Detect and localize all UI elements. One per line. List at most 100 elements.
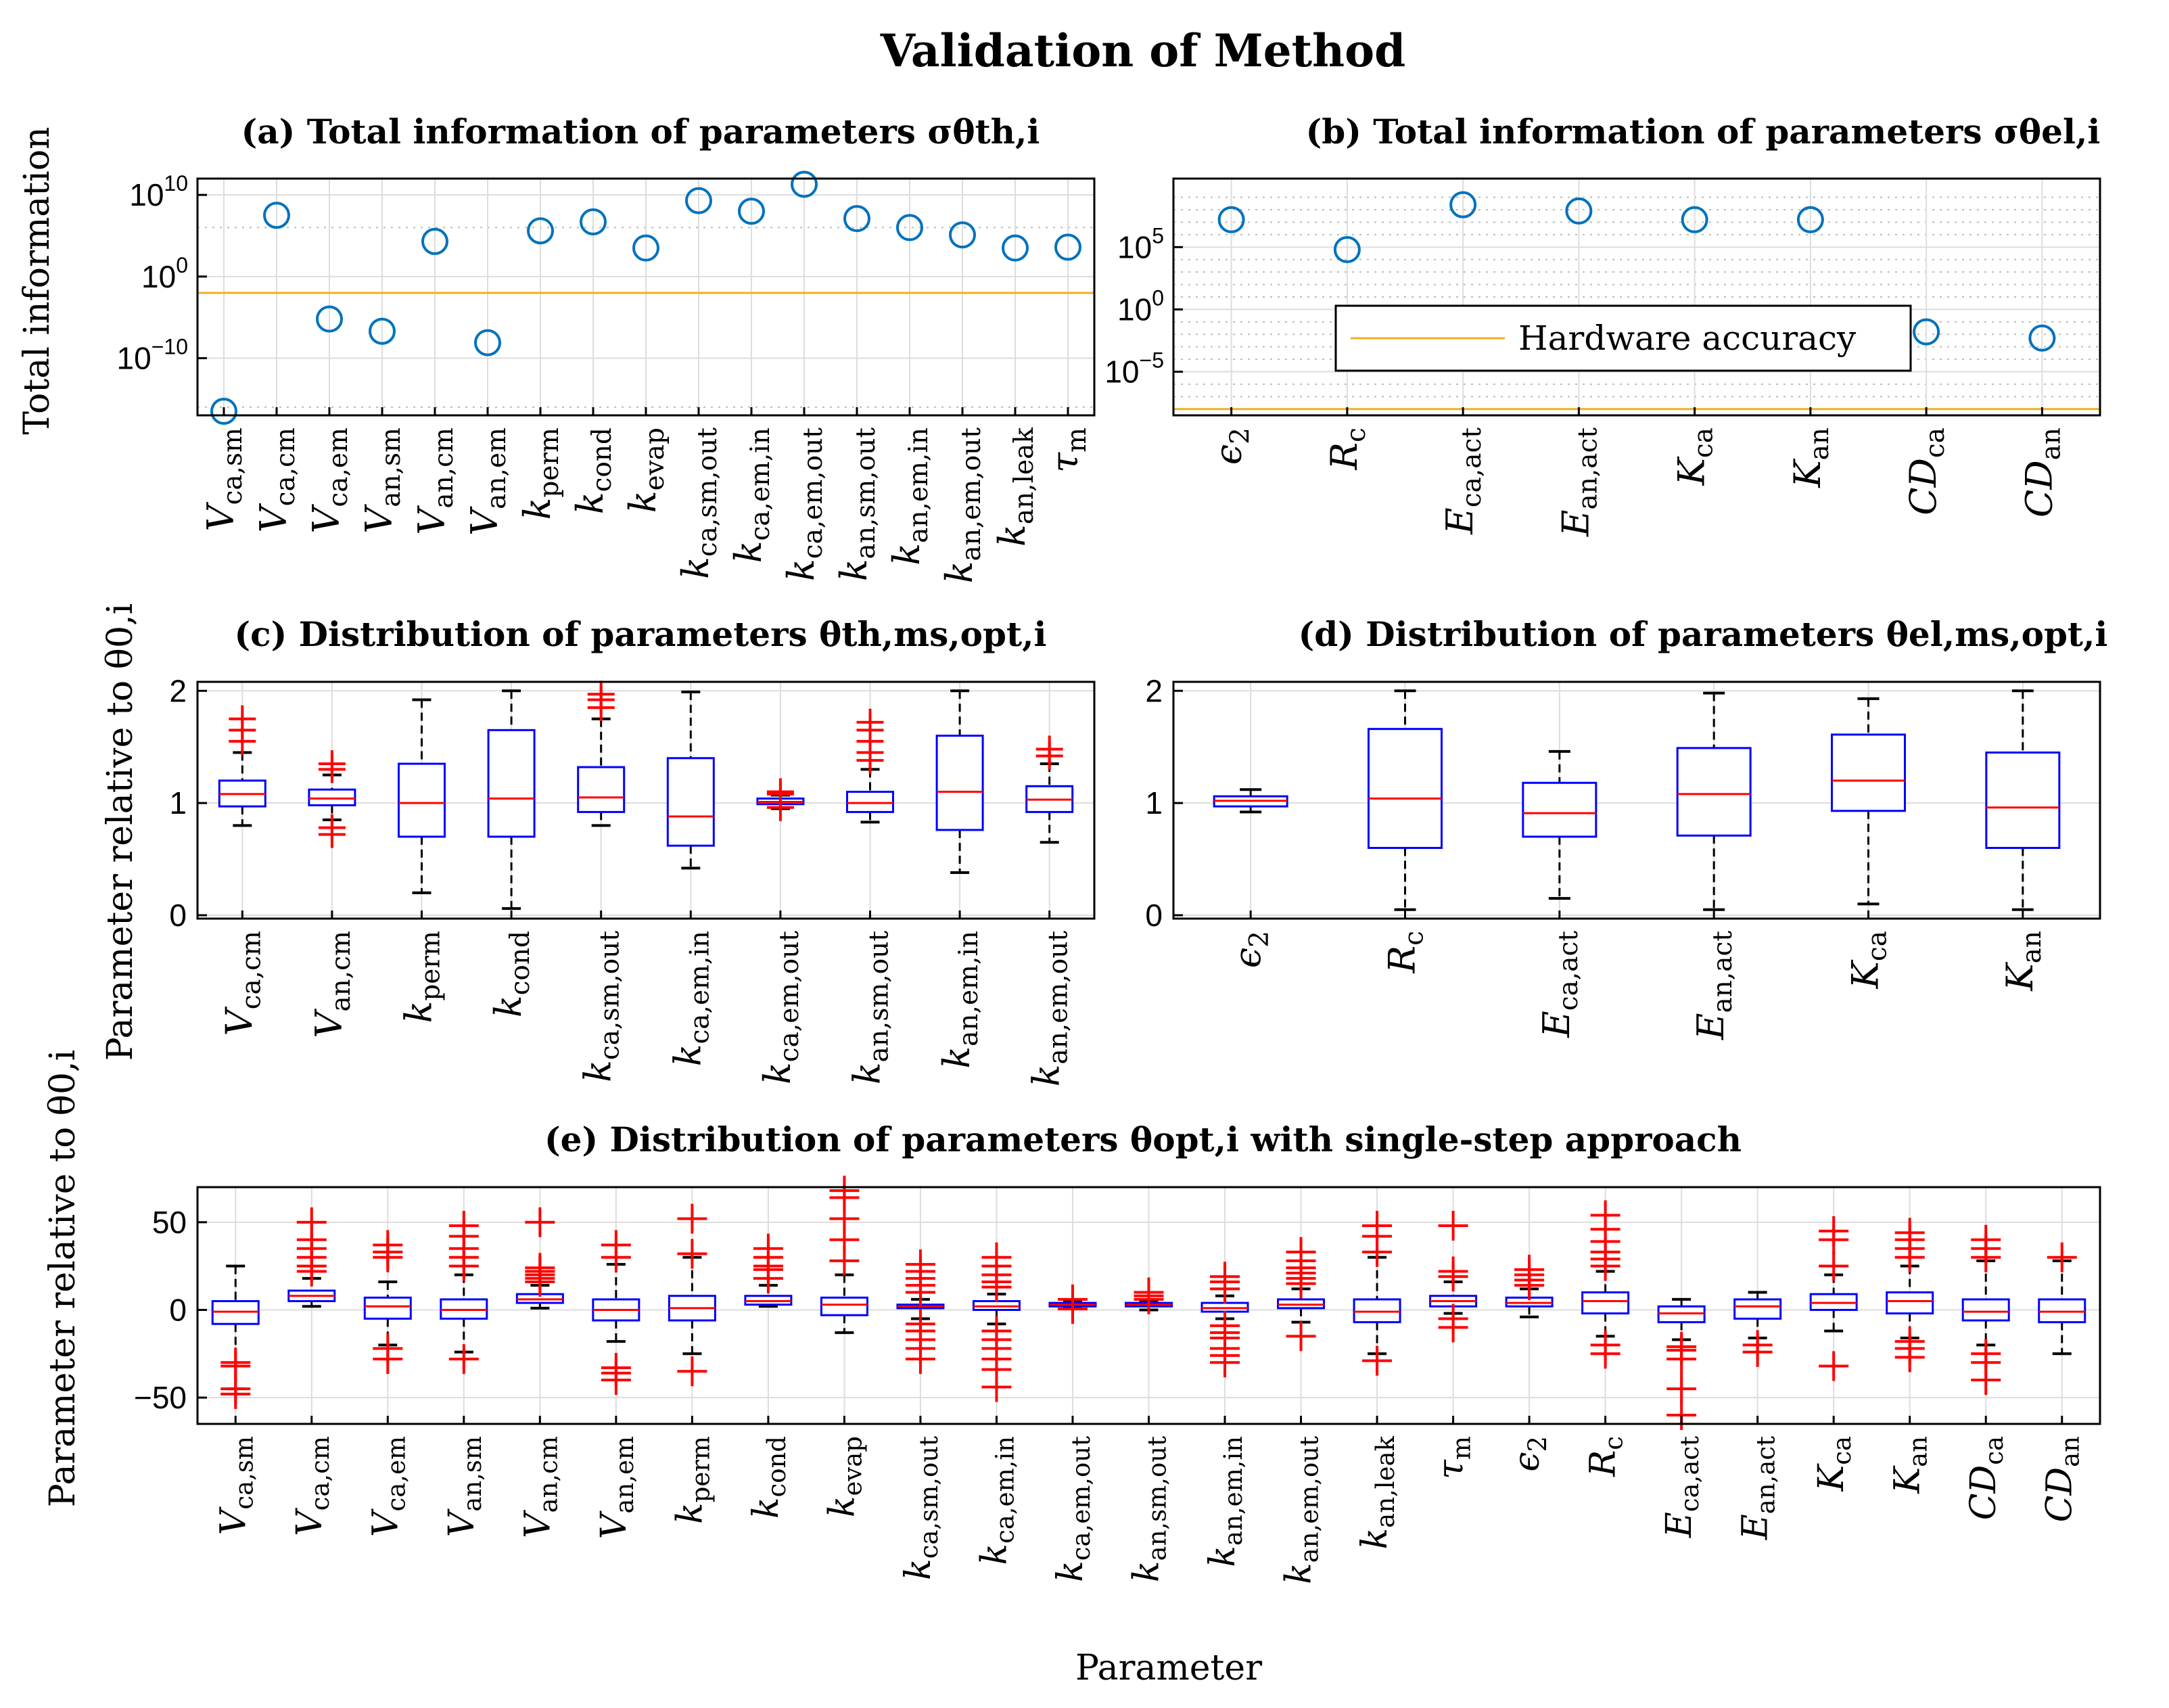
chart-a-marker-3 [369, 317, 396, 345]
chart-e-xtick-9-text: kca,sm,out [898, 1436, 943, 1580]
chart-a-xtick-12-text: kan,sm,out [833, 428, 881, 581]
chart-e-xtick-19: Eca,act [1659, 1436, 1704, 1538]
chart-e-outlier-8-4 [829, 1176, 860, 1206]
chart-e-outlier-13-8 [1210, 1262, 1240, 1292]
chart-b-xtick-4: Kca [1671, 428, 1719, 486]
chart-a-xtick-15-text: kan,leak [991, 428, 1040, 547]
chart-e-xtick-8-text: kevap [822, 1436, 867, 1517]
chart-e-outlier-23-5 [1971, 1224, 2001, 1255]
chart-d-xtick-5-text: Kan [1999, 931, 2047, 992]
chart-d-xtick-3-text: Ean,act [1689, 931, 1738, 1040]
chart-e-outlier-21-0 [1819, 1351, 1849, 1381]
chart-e-box-20 [1733, 1298, 1782, 1320]
chart-c-outlier-7-4 [856, 708, 884, 736]
chart-e-xtick-18: Rc [1583, 1436, 1629, 1477]
chart-e-xtick-2-text: Vca,em [365, 1436, 411, 1537]
chart-a-xtick-4: Van,cm [411, 428, 459, 535]
chart-c-xtick-3-text: kcond [487, 931, 536, 1017]
chart-b-xtick-2: Eca,act [1439, 428, 1487, 535]
chart-c-outlier-6-2 [766, 778, 794, 806]
chart-c-xtick-5-text: kca,em,in [666, 931, 715, 1066]
chart-c-xtick-2-text: kperm [398, 931, 446, 1023]
chart-a-marker-5 [474, 329, 501, 356]
chart-e-xtick-2: Vca,em [365, 1436, 411, 1537]
chart-e-outlier-16-3 [1438, 1256, 1468, 1287]
chart-e-xtick-20-text: Ean,act [1735, 1436, 1781, 1540]
chart-b-plot: 10−5 100 105 ϵ2 Rc Eca,act Ean,act Kca Kan CDca CD… [1104, 177, 2101, 537]
chart-e-outlier-14-0 [1286, 1321, 1316, 1352]
chart-a-xtick-10: kca,em,in [727, 428, 776, 563]
chart-b-xtick-6-text: CDca [1902, 428, 1951, 515]
chart-d-xtick-2-text: Eca,act [1535, 931, 1584, 1038]
chart-e-outlier-18-7 [1590, 1200, 1620, 1230]
chart-a-xtick-5: Van,em [463, 428, 512, 536]
chart-e-xtick-3: Van,sm [442, 1436, 487, 1537]
chart-c-frame [196, 680, 1096, 920]
chart-a-xtick-2: Vca,em [305, 428, 354, 534]
chart-a-marker-8 [632, 234, 659, 262]
chart-d-plot: 0 1 2 ϵ2 Rc Eca,act Ean,act Kca Kan [1145, 673, 2101, 1040]
chart-c-box-1 [308, 788, 356, 806]
chart-c-xtick-7-text: kan,sm,out [846, 931, 895, 1084]
chart-a-xtick-8: kevap [622, 428, 670, 513]
chart-d-box-4 [1831, 733, 1906, 812]
chart-e-box-8 [820, 1296, 868, 1316]
chart-c-outlier-4-2 [587, 680, 615, 708]
chart-b-marker-3 [1565, 197, 1593, 225]
chart-e-outlier-18-1 [1590, 1330, 1620, 1360]
chart-e-outlier-3-0 [448, 1344, 479, 1375]
chart-e-outlier-2-1 [373, 1344, 403, 1375]
chart-e-outlier-16-4 [1438, 1211, 1468, 1241]
chart-c-title: (c) Distribution of parameters θth,ms,op… [235, 614, 1047, 654]
chart-b-ytick-1: 100 [1117, 285, 1164, 327]
chart-e-xtick-4-text: Van,cm [517, 1436, 563, 1538]
chart-a-marker-6 [527, 217, 554, 245]
chart-e-xtick-12-text: kan,sm,out [1127, 1436, 1172, 1582]
chart-a-marker-16 [1054, 233, 1081, 261]
chart-b-marker-0 [1217, 206, 1245, 233]
chart-e-outlier-13-5 [1210, 1310, 1240, 1341]
chart-e-outlier-19-4 [1666, 1400, 1697, 1431]
chart-a-xtick-1: Vca,cm [252, 428, 301, 532]
chart-a-xtick-16: τm [1044, 428, 1092, 473]
chart-e-outlier-0-3 [220, 1379, 251, 1409]
chart-b-marker-1 [1333, 236, 1361, 263]
chart-a-xtick-3-text: Van,sm [358, 428, 406, 534]
chart-e-xtick-17: ϵ2 [1507, 1436, 1552, 1472]
chart-e-outlier-16-1 [1438, 1303, 1468, 1334]
chart-e-xtick-7-text: kcond [746, 1436, 791, 1519]
chart-e-outlier-22-6 [1894, 1218, 1925, 1248]
chart-b-xtick-0-text: ϵ2 [1207, 428, 1256, 465]
chart-b-xtick-7-text: CDan [2018, 428, 2066, 517]
chart-e-xtick-23-text: CDca [1963, 1436, 2009, 1520]
chart-c-xtick-1: Van,cm [308, 931, 356, 1038]
chart-e-outlier-9-4 [905, 1309, 935, 1339]
chart-e-xtick-20: Ean,act [1735, 1436, 1781, 1540]
chart-e-xtick-1: Vca,cm [289, 1436, 335, 1536]
chart-a-xtick-7-text: kcond [569, 428, 617, 514]
chart-e-plot: −50 0 50 Vca,sm Vca,cm Vca,em Van,sm Van,cm Van,… [134, 1176, 2101, 1584]
chart-c-xtick-7: kan,sm,out [846, 931, 895, 1084]
chart-d-box-5 [1985, 752, 2061, 849]
chart-e-outlier-6-0 [677, 1356, 707, 1387]
chart-d-ytick-2: 2 [1145, 673, 1163, 708]
chart-b-xtick-1-text: Rc [1323, 428, 1372, 471]
chart-e-outlier-4-5 [525, 1207, 555, 1237]
chart-a-xtick-1-text: Vca,cm [252, 428, 301, 532]
chart-e-outlier-5-2 [601, 1365, 631, 1395]
chart-a-marker-13 [896, 214, 923, 241]
chart-c-xtick-5: kca,em,in [666, 931, 715, 1066]
chart-c-outlier-0-2 [229, 705, 256, 733]
chart-e-xtick-23: CDca [1963, 1436, 2009, 1520]
chart-c-xtick-9-text: kan,em,out [1025, 931, 1074, 1087]
chart-a-xtick-13-text: kan,em,in [885, 428, 934, 566]
chart-b-marker-6 [1913, 318, 1940, 346]
chart-a-xtick-12: kan,sm,out [833, 428, 881, 581]
chart-c-xtick-8-text: kan,em,in [935, 931, 984, 1069]
chart-a-title: (a) Total information of parameters σθth… [241, 112, 1040, 152]
chart-e-outlier-15-0 [1362, 1345, 1393, 1376]
chart-d-xtick-0: ϵ2 [1226, 931, 1275, 968]
chart-e-outlier-17-3 [1514, 1254, 1545, 1285]
chart-e-outlier-19-3 [1666, 1374, 1697, 1404]
